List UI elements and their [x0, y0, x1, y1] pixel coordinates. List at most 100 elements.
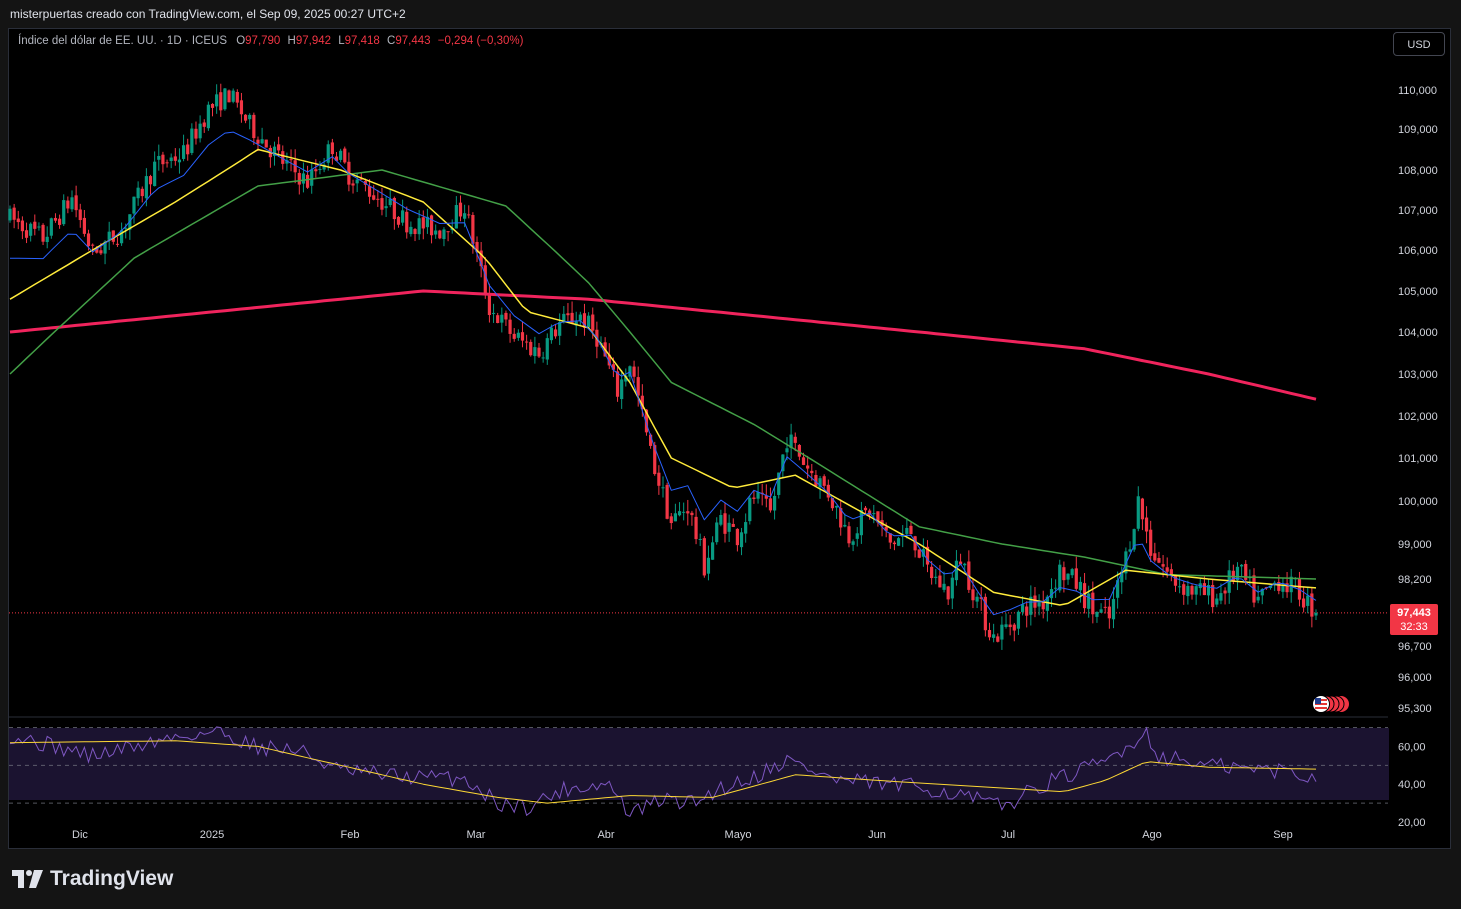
candle-body [1165, 567, 1169, 572]
candle-body [859, 510, 863, 536]
candle-body [578, 314, 582, 321]
candle-body [632, 366, 636, 377]
candle-body [1107, 606, 1111, 619]
candle-body [186, 144, 190, 155]
candle-body [917, 549, 921, 558]
candle-body [673, 513, 677, 522]
candle-body [326, 144, 330, 163]
candle-body [1062, 567, 1066, 581]
candle-body [405, 211, 409, 233]
candles-group [8, 83, 1318, 650]
candle-body [801, 457, 806, 465]
candle-body [24, 230, 29, 238]
candle-body [355, 179, 359, 184]
symbol-legend[interactable]: Índice del dólar de EE. UU. · 1D · ICEUS… [18, 35, 523, 47]
price-tick-label: 102,000 [1398, 411, 1438, 423]
candle-body [1016, 611, 1021, 629]
candle-body [1277, 581, 1281, 591]
us-flag-events-icon[interactable] [1305, 694, 1351, 714]
candle-body [566, 313, 570, 316]
candle-body [37, 226, 41, 228]
currency-button[interactable]: USD [1393, 32, 1445, 56]
candle-body [53, 217, 58, 221]
candle-body [607, 354, 611, 366]
candle-body [979, 597, 983, 599]
high-label: H [287, 35, 296, 47]
rsi-ma-line [9, 740, 1317, 804]
candle-body [463, 213, 467, 219]
candle-body [409, 226, 413, 235]
candle-body [611, 364, 616, 370]
candle-body [153, 161, 157, 187]
price-tick-label: 96,000 [1398, 672, 1432, 684]
candle-body [1037, 602, 1041, 607]
candle-body [710, 542, 715, 560]
candle-body [1012, 624, 1016, 631]
price-tick-label: 99,000 [1398, 539, 1432, 551]
candle-body [41, 224, 45, 242]
tradingview-logo[interactable]: TradingView [12, 866, 173, 892]
open-label: O [236, 35, 246, 47]
candle-body [1157, 557, 1161, 563]
chart-frame[interactable] [8, 28, 1451, 849]
candle-body [847, 526, 851, 544]
time-tick-label: Mayo [725, 829, 752, 841]
candle-body [768, 498, 773, 511]
candle-body [367, 186, 372, 197]
candle-body [496, 315, 500, 324]
candle-body [256, 139, 260, 144]
candle-body [545, 338, 549, 360]
candle-body [570, 312, 574, 324]
low-label: L [338, 35, 345, 47]
candle-body [219, 92, 223, 111]
candle-body [1289, 576, 1293, 593]
candle-body [1306, 595, 1310, 606]
candle-body [504, 312, 508, 320]
candle-body [781, 454, 785, 472]
candle-body [1054, 587, 1058, 589]
candle-body [706, 557, 711, 574]
candle-body [95, 247, 99, 253]
symbol-name[interactable]: Índice del dólar de EE. UU. · 1D · ICEUS [18, 35, 227, 47]
candle-body [822, 476, 826, 486]
candle-body [82, 217, 86, 234]
candle-body [99, 250, 103, 254]
candle-body [582, 313, 587, 328]
candle-body [359, 178, 363, 180]
candle-body [905, 527, 909, 534]
candle-body [1240, 564, 1244, 567]
candle-body [649, 434, 653, 446]
candle-body [624, 375, 628, 382]
candle-body [1211, 585, 1215, 608]
candle-body [1244, 563, 1248, 580]
price-tick-label: 106,000 [1398, 245, 1438, 257]
candle-body [227, 90, 231, 103]
candle-body [70, 197, 74, 210]
candle-body [421, 217, 425, 229]
candle-body [525, 341, 529, 343]
candle-body [243, 114, 248, 121]
candle-body [950, 577, 954, 599]
candle-body [1140, 498, 1145, 520]
candle-body [591, 314, 595, 331]
candle-body [772, 495, 777, 511]
candle-body [107, 231, 111, 240]
candle-body [1161, 564, 1165, 567]
candle-body [777, 472, 781, 495]
candle-body [653, 445, 657, 475]
candle-body [434, 230, 438, 235]
candle-body [558, 322, 562, 336]
candle-body [1058, 564, 1062, 591]
candle-body [467, 214, 471, 216]
candle-body [86, 233, 91, 247]
candle-body [475, 241, 479, 253]
candle-body [549, 327, 554, 341]
candle-body [1169, 569, 1173, 576]
candle-body [194, 128, 198, 139]
candle-body [1302, 598, 1306, 608]
candle-body [756, 492, 760, 499]
candle-body [930, 566, 934, 579]
candle-body [491, 312, 496, 314]
candle-body [925, 546, 930, 565]
